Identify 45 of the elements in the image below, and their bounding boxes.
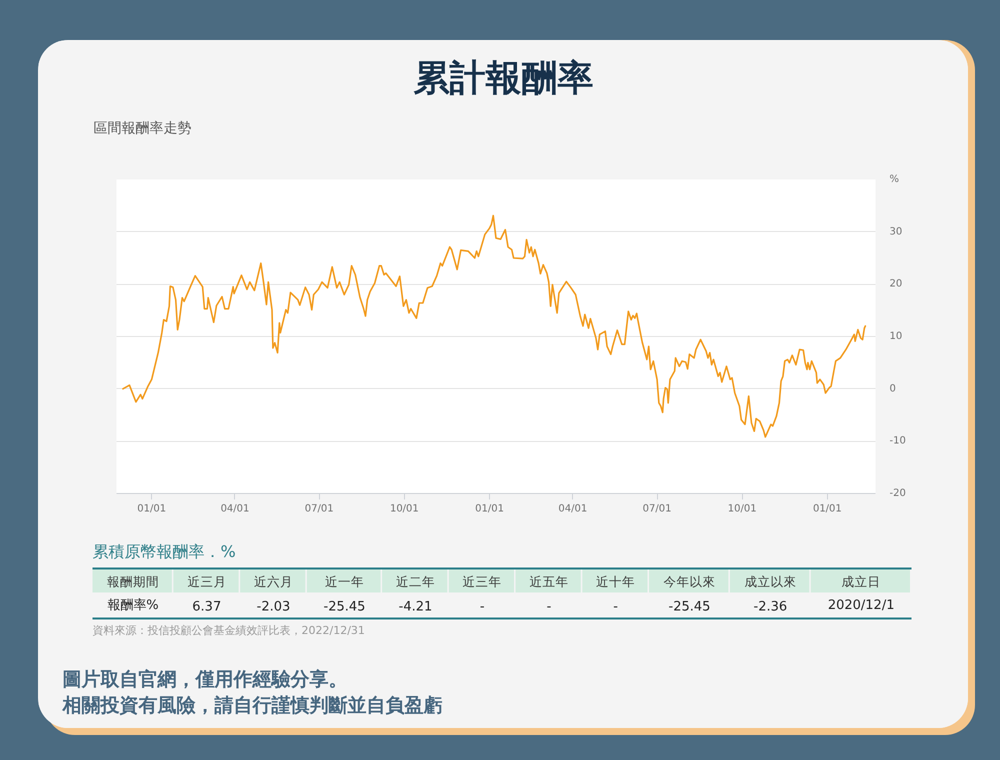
category-label: 近一年 (324, 574, 364, 589)
chart-title: 累計報酬率 (414, 58, 594, 99)
x-tick-label: 07/01 (642, 504, 672, 514)
x-tick-label: 10/01 (390, 504, 419, 514)
category-label: 近五年 (529, 574, 568, 589)
category-label: 近十年 (596, 574, 636, 589)
x-tick-label: 10/01 (728, 504, 757, 514)
category-label: 成立日 (842, 574, 881, 589)
category-label: 成立以來 (744, 574, 796, 589)
y-tick-label: 30 (890, 226, 902, 238)
x-tick-label: 01/01 (812, 504, 842, 514)
text: 圖片取自官網，僅用作經驗分享。 (62, 668, 348, 690)
x-tick-label: 01/01 (137, 504, 166, 514)
text: - (546, 600, 552, 614)
text: 累積原幣報酬率．% (92, 542, 236, 561)
category-label: 近六月 (254, 574, 293, 589)
text: 相關投資有風險，請自行謹慎判斷並自負盈虧 (62, 694, 442, 716)
line-series (122, 214, 866, 438)
text: -4.21 (398, 600, 432, 614)
category-label: 今年以來 (663, 574, 716, 589)
y-tick-label: -10 (890, 436, 906, 447)
text: -25.45 (324, 600, 366, 614)
text: 報酬率% (107, 597, 159, 613)
y-tick-label: % (890, 174, 900, 185)
chart-subtitle: 區間報酬率走勢 (94, 120, 192, 136)
y-tick-label: 0 (890, 383, 896, 394)
category-label: 近二年 (396, 574, 435, 589)
text: -25.45 (668, 600, 710, 614)
category-label: 近三年 (462, 574, 502, 589)
source-note: 資料來源：投信投顧公會基金績效評比表，2022/12/31 (92, 624, 365, 637)
text: 6.37 (192, 600, 222, 614)
x-tick-label: 04/01 (558, 504, 588, 514)
text: - (480, 600, 485, 614)
text: 報酬期間 (106, 574, 159, 589)
x-tick-label: 01/01 (475, 504, 504, 514)
x-tick-label: 07/01 (304, 504, 334, 514)
text: -2.03 (256, 600, 290, 614)
text: - (613, 600, 618, 614)
category-label: 近三月 (187, 574, 226, 589)
x-tick-label: 04/01 (220, 504, 250, 514)
y-tick-label: 10 (890, 331, 902, 342)
text: 2020/12/1 (828, 598, 894, 613)
y-tick-label: 20 (890, 278, 902, 290)
y-tick-label: -20 (890, 488, 906, 499)
text: -2.36 (754, 600, 788, 614)
